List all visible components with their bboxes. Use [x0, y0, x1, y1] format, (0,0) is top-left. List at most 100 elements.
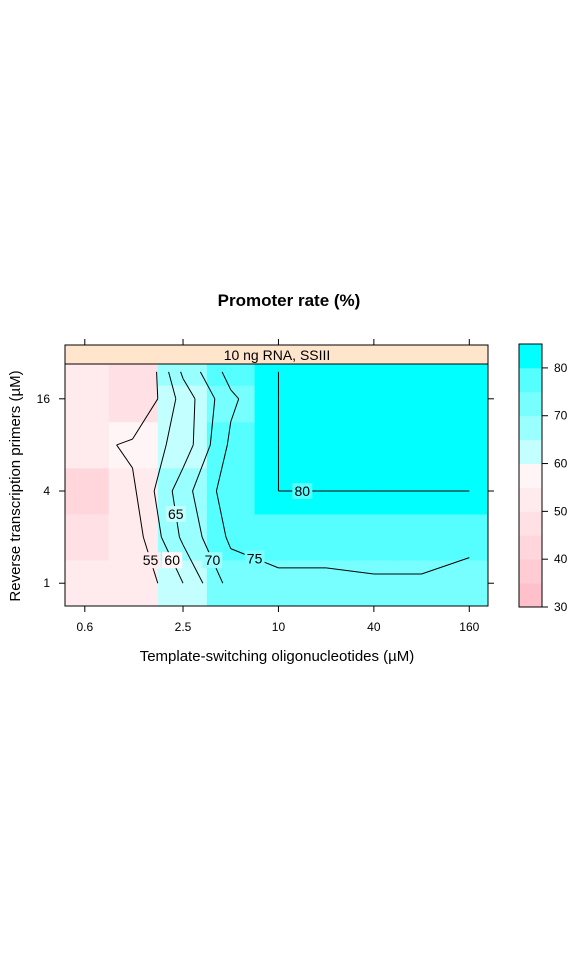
contour-labels: 55 60 65 70 75 80	[140, 483, 313, 569]
color-key: 30 40 50 60 70 80	[518, 343, 568, 614]
contour-line	[182, 444, 194, 469]
y-axis-label: Reverse transcription primers (µM)	[7, 370, 24, 601]
heatmap-cell	[350, 560, 399, 607]
contour-line	[230, 398, 240, 423]
color-key-tick-label: 50	[554, 504, 568, 518]
x-tick-label: 160	[459, 620, 479, 634]
x-tick-label: 10	[272, 620, 286, 634]
color-key-swatch	[519, 511, 542, 536]
contour-line	[230, 389, 240, 400]
contour-line	[199, 371, 216, 400]
heatmap-cell	[350, 385, 399, 423]
heatmap-cell	[65, 514, 110, 561]
contour-line	[178, 536, 184, 546]
heatmap-cell	[108, 385, 159, 423]
contour-line	[326, 567, 374, 575]
color-key-swatch	[519, 439, 542, 464]
heatmap-cell	[157, 385, 208, 423]
contour-label: 80	[295, 483, 311, 499]
contour-line	[215, 490, 227, 538]
contour-line	[132, 467, 137, 492]
heatmap-cell	[254, 560, 303, 607]
color-key-swatch	[519, 391, 542, 417]
contour-line	[192, 444, 211, 492]
color-key-swatch	[519, 559, 542, 584]
x-tick-label: 40	[367, 620, 381, 634]
heatmap-cell	[302, 385, 351, 423]
contour-line	[116, 438, 133, 446]
heatmap-cell	[350, 364, 399, 386]
heatmap-cell	[445, 385, 489, 423]
contour-line	[226, 421, 232, 445]
x-tick-label: 0.6	[76, 620, 93, 634]
color-key-tick-label: 40	[554, 552, 568, 566]
color-key-swatch	[519, 415, 542, 441]
contour-line	[156, 371, 159, 399]
contour-line	[165, 398, 177, 446]
heatmap-cell	[65, 385, 110, 423]
contour-line	[215, 444, 228, 492]
contour-label-bg	[202, 552, 223, 569]
color-key-tick-label: 60	[554, 457, 568, 471]
y-tick-label: 4	[43, 484, 50, 498]
heatmap-cell	[302, 514, 351, 561]
contour-label: 60	[164, 552, 180, 568]
contour-line	[225, 536, 232, 549]
heatmap-cell	[397, 514, 446, 561]
color-key-swatch	[519, 487, 542, 512]
heatmap-cell	[157, 421, 208, 469]
heatmap-cell	[445, 421, 489, 469]
contour-label-bg	[165, 506, 186, 523]
x-axis: 0.6 2.5 10 40 160	[76, 339, 480, 634]
contour-line	[171, 467, 184, 492]
color-key-swatch	[519, 583, 542, 608]
contour-label: 75	[247, 550, 263, 566]
contour-line	[192, 490, 203, 538]
y-tick-label: 16	[37, 392, 51, 406]
heatmap-cell	[397, 421, 446, 469]
heatmap-cell	[206, 467, 255, 515]
heatmap-cell	[445, 514, 489, 561]
contour-line	[135, 490, 144, 538]
contour-line	[421, 557, 470, 575]
contour-line	[192, 398, 196, 445]
heatmap-cell	[206, 385, 255, 423]
contour-line	[153, 444, 167, 492]
contour-line	[209, 398, 216, 445]
contour-label-bg	[162, 552, 183, 569]
heatmap-cell	[206, 364, 255, 386]
contour-line	[116, 444, 133, 469]
heatmap-cell	[397, 385, 446, 423]
chart-title: Promoter rate (%)	[218, 291, 361, 310]
heatmap-cell	[65, 421, 110, 469]
heatmap-cell	[206, 421, 255, 469]
contour-label: 70	[205, 552, 221, 568]
heatmap-cell	[445, 560, 489, 607]
color-key-swatch	[519, 535, 542, 560]
heatmap-cell	[302, 364, 351, 386]
heatmap-cell	[350, 514, 399, 561]
color-key-swatch	[519, 344, 542, 369]
contour-line	[180, 371, 184, 379]
heatmap-cell	[397, 364, 446, 386]
x-axis-label: Template-switching oligonucleotides (µM)	[140, 648, 415, 665]
heatmap-cell	[65, 364, 110, 386]
contour-label: 65	[168, 506, 184, 522]
contour-label-bg	[292, 483, 313, 500]
contour-line	[153, 490, 162, 538]
contour-line	[221, 371, 232, 391]
heatmap-cells	[65, 364, 489, 607]
color-key-border	[518, 343, 543, 608]
heatmap-cell	[397, 560, 446, 607]
strip-label: 10 ng RNA, SSIII	[224, 347, 331, 363]
y-axis: 1 4 16	[37, 392, 494, 590]
color-key-swatch	[519, 367, 542, 393]
heatmap-cell	[302, 421, 351, 469]
heatmap-cell	[445, 364, 489, 386]
color-key-swatch	[519, 463, 542, 488]
contour-line	[132, 398, 159, 440]
contour-line	[182, 378, 196, 400]
color-key-tick-label: 70	[554, 409, 568, 423]
contour-label-bg	[244, 550, 265, 567]
heatmap-cell	[157, 364, 208, 386]
